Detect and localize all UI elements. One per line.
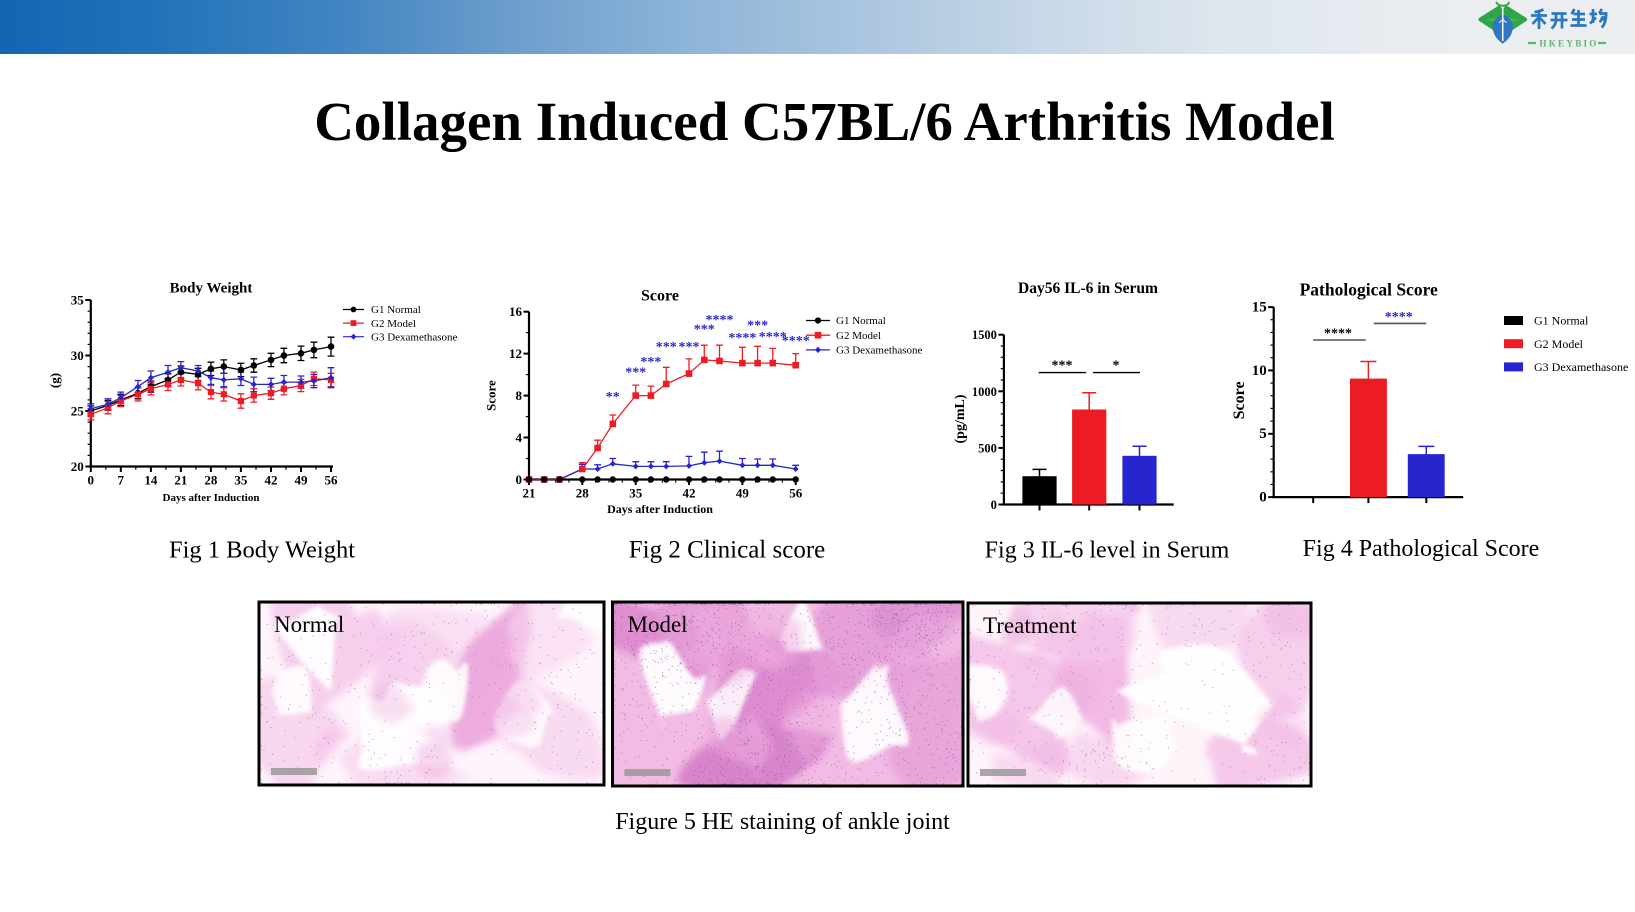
- svg-text:42: 42: [683, 486, 696, 501]
- svg-text:1500: 1500: [972, 328, 997, 342]
- svg-text:1000: 1000: [972, 385, 997, 399]
- svg-text:500: 500: [978, 441, 997, 455]
- svg-text:12: 12: [509, 346, 522, 361]
- svg-text:Score: Score: [641, 288, 679, 305]
- svg-text:21: 21: [174, 473, 187, 488]
- svg-text:30: 30: [71, 348, 84, 363]
- svg-text:15: 15: [1252, 300, 1267, 316]
- svg-text:4: 4: [516, 430, 523, 445]
- svg-text:G1 Normal: G1 Normal: [836, 315, 886, 327]
- svg-text:Score: Score: [1231, 381, 1248, 419]
- svg-text:G3 Dexamethasone: G3 Dexamethasone: [836, 345, 923, 357]
- svg-text:G3 Dexamethasone: G3 Dexamethasone: [371, 331, 458, 343]
- svg-text:*: *: [1113, 359, 1120, 374]
- svg-text:***: ***: [640, 355, 661, 370]
- svg-text:Day56 IL-6 in Serum: Day56 IL-6 in Serum: [1018, 280, 1158, 297]
- svg-text:***: ***: [1052, 359, 1073, 374]
- svg-text:G2 Model: G2 Model: [836, 330, 881, 342]
- svg-text:0: 0: [88, 473, 95, 488]
- svg-text:***: ***: [747, 319, 768, 334]
- svg-text:25: 25: [71, 404, 85, 419]
- svg-text:****: ****: [1324, 327, 1352, 342]
- svg-text:35: 35: [234, 473, 248, 488]
- svg-text:Days after Induction: Days after Induction: [607, 502, 713, 516]
- svg-text:Fig 4 Pathological Score: Fig 4 Pathological Score: [1303, 536, 1540, 562]
- svg-text:10: 10: [1252, 363, 1267, 379]
- svg-text:Fig 3 IL-6 level in Serum: Fig 3 IL-6 level in Serum: [985, 538, 1230, 564]
- svg-text:28: 28: [576, 486, 590, 501]
- svg-text:Fig 1 Body Weight: Fig 1 Body Weight: [169, 537, 355, 564]
- svg-text:Model: Model: [628, 612, 688, 637]
- svg-text:Score: Score: [484, 380, 499, 411]
- svg-text:42: 42: [265, 473, 278, 488]
- svg-text:****: ****: [1385, 310, 1413, 325]
- svg-text:21: 21: [523, 486, 536, 501]
- svg-text:20: 20: [71, 459, 84, 474]
- svg-text:Days after Induction: Days after Induction: [163, 492, 260, 504]
- svg-text:****: ****: [706, 313, 734, 328]
- svg-text:56: 56: [325, 473, 339, 488]
- svg-text:Figure 5 HE staining of ankle: Figure 5 HE staining of ankle joint: [615, 809, 950, 835]
- svg-text:56: 56: [789, 486, 803, 501]
- svg-text:(g): (g): [47, 373, 62, 388]
- svg-text:***: ***: [679, 340, 700, 355]
- svg-text:G1 Normal: G1 Normal: [1534, 314, 1589, 328]
- svg-text:Pathological Score: Pathological Score: [1300, 280, 1438, 300]
- svg-text:Treatment: Treatment: [983, 613, 1077, 638]
- svg-text:G1 Normal: G1 Normal: [371, 304, 421, 316]
- svg-text:16: 16: [509, 304, 523, 319]
- svg-text:****: ****: [782, 334, 810, 349]
- svg-text:8: 8: [516, 388, 523, 403]
- svg-text:**: **: [606, 390, 620, 405]
- svg-text:(pg/mL): (pg/mL): [953, 394, 968, 443]
- svg-text:HKEYBIO: HKEYBIO: [1539, 39, 1598, 49]
- svg-text:Fig 2 Clinical score: Fig 2 Clinical score: [629, 537, 826, 564]
- svg-text:***: ***: [625, 366, 646, 381]
- svg-text:35: 35: [71, 293, 85, 308]
- svg-text:0: 0: [516, 472, 523, 487]
- svg-text:35: 35: [629, 486, 643, 501]
- svg-text:7: 7: [118, 473, 125, 488]
- svg-text:0: 0: [1259, 490, 1267, 506]
- svg-text:14: 14: [144, 473, 158, 488]
- svg-text:****: ****: [728, 331, 756, 346]
- svg-text:5: 5: [1259, 426, 1267, 442]
- svg-text:***: ***: [694, 323, 715, 338]
- svg-text:0: 0: [991, 498, 997, 512]
- svg-text:***: ***: [656, 340, 677, 355]
- svg-text:49: 49: [295, 473, 309, 488]
- svg-text:****: ****: [759, 330, 787, 345]
- svg-text:Body Weight: Body Weight: [170, 281, 253, 297]
- svg-text:G3 Dexamethasone: G3 Dexamethasone: [1534, 360, 1628, 374]
- svg-text:G2 Model: G2 Model: [1534, 337, 1584, 351]
- svg-text:28: 28: [204, 473, 218, 488]
- svg-text:49: 49: [736, 486, 750, 501]
- svg-text:Normal: Normal: [274, 612, 344, 637]
- svg-text:G2 Model: G2 Model: [371, 318, 416, 330]
